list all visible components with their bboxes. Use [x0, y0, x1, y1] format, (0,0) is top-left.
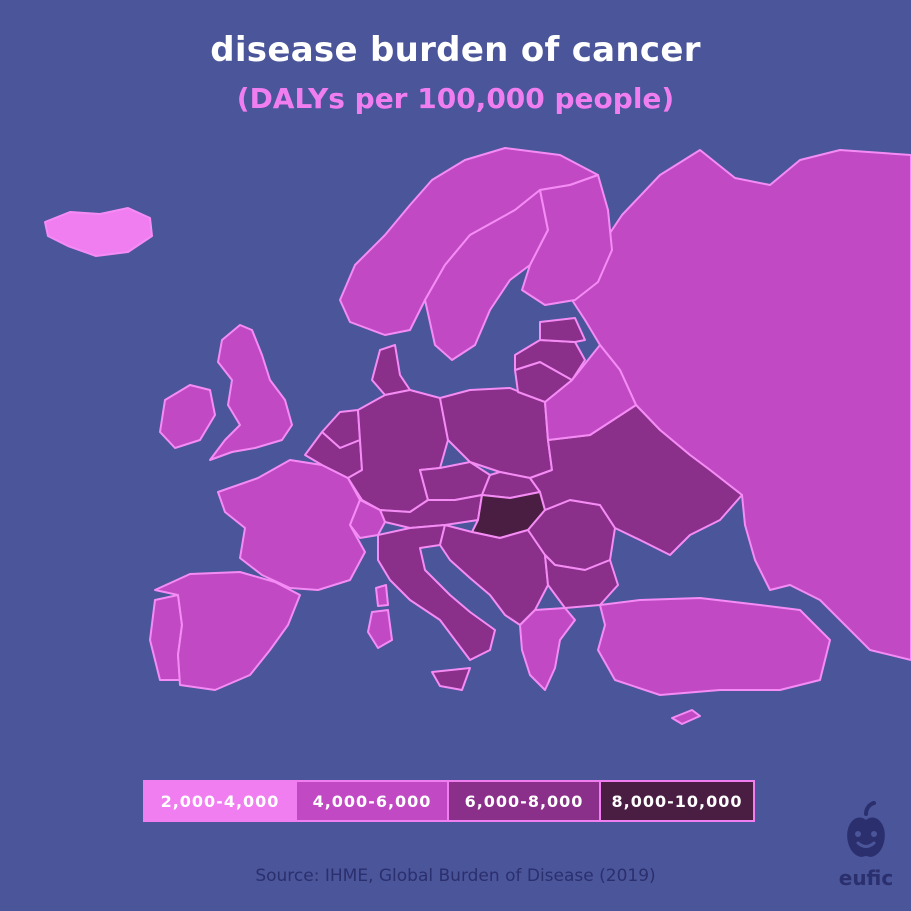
region-sardinia: [367, 609, 393, 649]
logo-text: eufic: [838, 866, 894, 890]
region-turkey: [597, 597, 831, 696]
region-sicily: [431, 667, 471, 691]
region-ireland: [159, 384, 216, 449]
region-bulgaria: [544, 554, 619, 609]
map-subtitle: (DALYs per 100,000 people): [236, 82, 675, 115]
region-switzerland: [349, 499, 386, 539]
region-cyprus: [671, 709, 701, 725]
region-greece: [519, 607, 576, 691]
region-iceland: [44, 207, 153, 257]
legend-item-3: 8,000-10,000: [601, 782, 753, 820]
region-finland: [521, 174, 613, 306]
region-spain: [154, 571, 301, 691]
region-denmark: [371, 344, 411, 396]
region-united-kingdom: [209, 324, 293, 461]
legend-item-0: 2,000-4,000: [145, 782, 297, 820]
region-estonia: [539, 317, 586, 343]
region-ukraine: [529, 404, 743, 556]
apple-face-icon: [847, 801, 885, 857]
region-portugal: [149, 594, 183, 681]
legend: 2,000-4,000 4,000-6,000 6,000-8,000 8,000-1…: [143, 780, 755, 822]
map-title: disease burden of cancer: [210, 30, 701, 70]
source-note: Source: IHME, Global Burden of Disease (…: [255, 866, 656, 886]
region-corsica: [375, 584, 389, 607]
legend-item-2: 6,000-8,000: [449, 782, 601, 820]
legend-item-1: 4,000-6,000: [297, 782, 449, 820]
region-france: [217, 459, 366, 591]
eufic-logo: eufic: [836, 800, 896, 895]
